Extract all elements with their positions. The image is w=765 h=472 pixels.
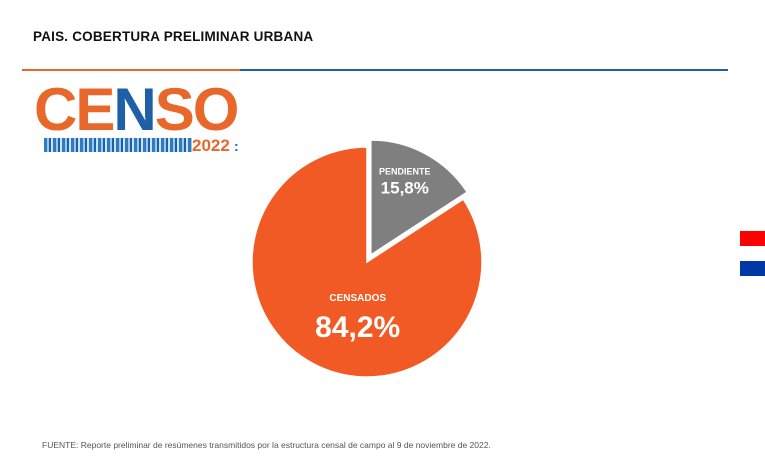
title-underline-blue (240, 69, 728, 71)
flag-stripe-red (740, 231, 765, 246)
censados-label: CENSADOS (329, 293, 386, 304)
pendiente-label: PENDIENTE (379, 166, 431, 176)
logo-letter-c: C (34, 76, 77, 143)
logo-letter-e: E (75, 76, 115, 143)
pie-slices (251, 140, 483, 378)
coverage-pie-chart: PENDIENTE 15,8% CENSADOS 84,2% (251, 140, 483, 378)
pie-slice-censados (251, 146, 483, 378)
pendiente-value-label: 15,8% (381, 178, 429, 197)
logo-letter-n: N (113, 76, 156, 143)
censo-2022-logo: CENSO 2022 : (34, 80, 246, 156)
logo-letter-s: S (154, 76, 195, 143)
logo-year: 2022 (192, 136, 230, 155)
source-note: FUENTE: Reporte preliminar de resúmenes … (42, 440, 491, 450)
page-title: PAIS. COBERTURA PRELIMINAR URBANA (33, 29, 314, 44)
flag-stripe-blue (740, 261, 765, 276)
logo-pattern-band (44, 138, 192, 152)
title-underline-orange (22, 69, 240, 71)
logo-wordmark: CENSO (34, 76, 240, 143)
logo-flag-mark: : (234, 138, 239, 154)
logo-letter-o: O (192, 76, 240, 143)
pie-slice-pendiente (370, 140, 469, 257)
censados-value-label: 84,2% (315, 311, 400, 344)
